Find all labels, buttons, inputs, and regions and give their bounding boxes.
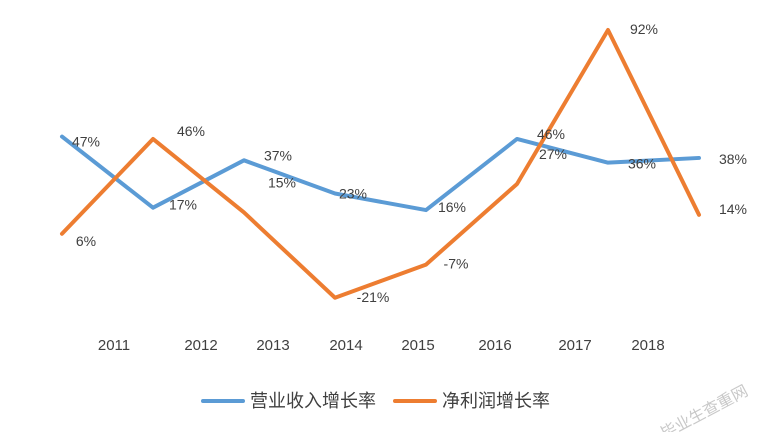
legend: 营业收入增长率 净利润增长率 <box>201 391 550 411</box>
data-label-revenue-2017: 36% <box>628 156 656 172</box>
x-tick-2014: 2014 <box>329 337 362 354</box>
data-label-revenue-2012: 17% <box>169 197 197 213</box>
data-label-revenue-2015: 16% <box>438 199 466 215</box>
x-tick-2012: 2012 <box>184 337 217 354</box>
legend-label-net-profit: 净利润增长率 <box>442 391 550 411</box>
data-label-revenue-2016: 46% <box>537 126 565 142</box>
x-tick-2015: 2015 <box>401 337 434 354</box>
data-label-net-profit-2011: 6% <box>76 233 96 249</box>
x-tick-2018: 2018 <box>631 337 664 354</box>
data-label-net-profit-2012: 46% <box>177 123 205 139</box>
data-label-net-profit-2015: -7% <box>444 256 469 272</box>
data-label-net-profit-2014: -21% <box>357 289 390 305</box>
data-label-revenue-2013: 37% <box>264 147 292 163</box>
series-line-net-profit <box>60 27 701 300</box>
x-axis-ticks: 2011 2012 2013 2014 2015 2016 2017 2018 <box>98 337 665 354</box>
x-tick-2011: 2011 <box>98 337 130 354</box>
series-lines <box>60 27 701 300</box>
x-tick-2016: 2016 <box>478 337 511 354</box>
series-line-revenue <box>60 134 701 213</box>
legend-item-net-profit: 净利润增长率 <box>393 391 550 411</box>
x-tick-2013: 2013 <box>256 337 289 354</box>
legend-item-revenue: 营业收入增长率 <box>201 391 376 411</box>
data-label-net-profit-2017: 92% <box>630 21 658 37</box>
watermark: 毕业生查重网 <box>658 382 751 432</box>
x-tick-2017: 2017 <box>558 337 591 354</box>
legend-label-revenue: 营业收入增长率 <box>250 391 376 411</box>
data-label-revenue-2018: 38% <box>719 151 747 167</box>
data-label-net-profit-2013: 15% <box>268 174 296 190</box>
data-label-net-profit-2016: 27% <box>539 146 567 162</box>
data-label-revenue-2011: 47% <box>72 134 100 150</box>
data-label-revenue-2014: 23% <box>339 185 367 201</box>
data-labels: 47% 17% 37% 23% 16% 46% 36% 38% 6% 46% 15% -21% -7% 2… <box>72 21 747 305</box>
data-label-net-profit-2018: 14% <box>719 201 747 217</box>
